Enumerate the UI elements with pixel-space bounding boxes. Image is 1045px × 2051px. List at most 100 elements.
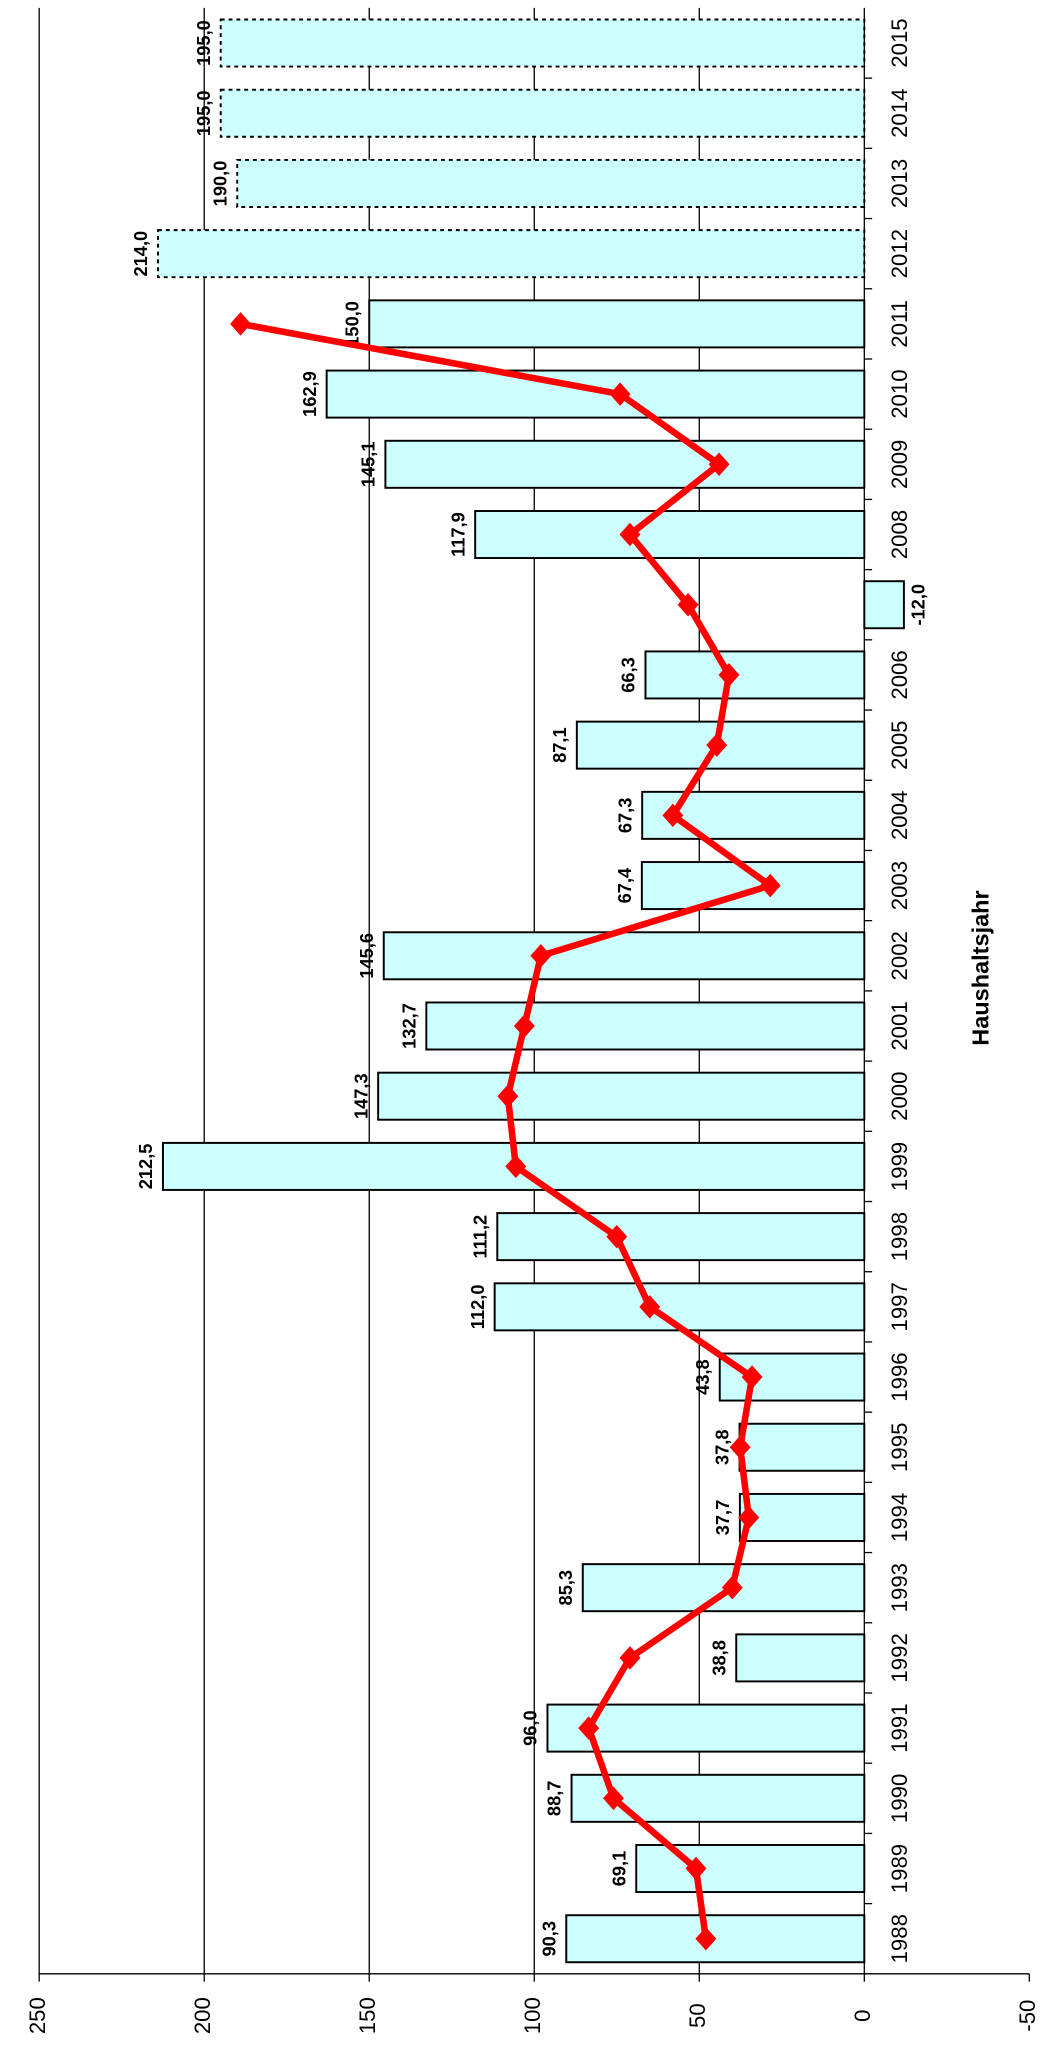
line-marker xyxy=(530,944,552,968)
y-tick-label: 250 xyxy=(25,1997,50,2034)
line xyxy=(239,320,774,1940)
line-marker xyxy=(662,803,684,828)
x-tick-label: 1991 xyxy=(887,1703,912,1752)
y-tick-label: 150 xyxy=(355,1997,380,2034)
bar xyxy=(496,1212,866,1262)
x-tick-label: 1999 xyxy=(887,1142,912,1191)
bar xyxy=(863,580,905,630)
line-marker xyxy=(513,1014,535,1038)
value-label: 37,7 xyxy=(712,1500,733,1536)
x-tick-label: 2014 xyxy=(887,89,912,138)
line-marker xyxy=(497,1084,519,1108)
value-label: 111,2 xyxy=(469,1215,490,1259)
value-label: 132,7 xyxy=(398,1003,419,1049)
x-tick-label: 2002 xyxy=(887,931,912,980)
x-tick-label: 1990 xyxy=(887,1774,912,1823)
x-tick-label: 1998 xyxy=(887,1212,912,1261)
bar xyxy=(368,299,866,349)
line-marker xyxy=(738,1505,760,1530)
y-tick-label: 50 xyxy=(685,2003,710,2028)
x-tick-label: 2008 xyxy=(887,510,912,559)
value-label: 67,3 xyxy=(614,798,635,834)
line-marker xyxy=(606,1224,628,1249)
value-label: 67,4 xyxy=(614,867,635,903)
line-marker xyxy=(505,1154,527,1179)
line-marker xyxy=(741,1365,763,1389)
line-marker xyxy=(603,1786,624,1811)
value-label: 38,8 xyxy=(708,1640,729,1676)
bar xyxy=(493,1282,866,1332)
x-axis-title: Haushaltsjahr xyxy=(968,890,994,1045)
x-tick-label: 2012 xyxy=(887,229,912,278)
bar xyxy=(384,439,866,489)
y-tick-label: -50 xyxy=(1015,2000,1040,2032)
x-tick-label: 1994 xyxy=(887,1493,912,1542)
bar xyxy=(219,18,866,68)
y-tick-label: 200 xyxy=(190,1997,215,2034)
value-label: 87,1 xyxy=(549,727,570,763)
x-tick-label: 1992 xyxy=(887,1633,912,1682)
x-tick-label: 1988 xyxy=(887,1914,912,1963)
bar xyxy=(718,1352,866,1402)
value-label: 212,5 xyxy=(135,1144,156,1190)
value-label: -12,0 xyxy=(907,584,928,626)
x-tick-label: 2003 xyxy=(887,861,912,910)
x-tick-label: 2011 xyxy=(887,300,912,348)
x-tick-label: 2006 xyxy=(887,650,912,699)
y-tick-label: 100 xyxy=(520,1997,545,2034)
x-tick-label: 2004 xyxy=(887,791,912,840)
value-label: 147,3 xyxy=(350,1073,371,1119)
bar xyxy=(735,1633,866,1683)
bar xyxy=(382,931,866,981)
value-label: 195,0 xyxy=(193,20,214,66)
x-tick-label: 1997 xyxy=(887,1282,912,1331)
value-label: 96,0 xyxy=(520,1710,541,1746)
value-label: 85,3 xyxy=(555,1570,576,1606)
bar xyxy=(157,229,866,279)
bar xyxy=(738,1492,866,1542)
value-label: 195,0 xyxy=(193,90,214,136)
value-label: 150,0 xyxy=(341,301,362,347)
line-marker xyxy=(230,312,251,336)
value-label: 69,1 xyxy=(608,1851,629,1887)
line-marker xyxy=(721,1575,743,1600)
value-label: 162,9 xyxy=(299,371,320,417)
line-marker xyxy=(706,733,728,757)
value-label: 190,0 xyxy=(209,161,230,207)
line-marker xyxy=(759,873,781,898)
value-label: 90,3 xyxy=(538,1921,559,1957)
x-tick-label: 2001 xyxy=(887,1001,912,1050)
value-label: 88,7 xyxy=(544,1781,565,1817)
value-label: 214,0 xyxy=(130,231,151,277)
x-tick-label: 2010 xyxy=(887,369,912,418)
x-tick-label: 2005 xyxy=(887,720,912,769)
line-marker xyxy=(639,1295,661,1319)
line-marker xyxy=(729,1435,751,1460)
value-label: 43,8 xyxy=(692,1359,713,1395)
value-label: 112,0 xyxy=(467,1284,488,1329)
x-tick-label: 2013 xyxy=(887,159,912,208)
line-marker xyxy=(685,1856,707,1881)
bar xyxy=(325,369,866,419)
x-tick-label: 2015 xyxy=(887,18,912,67)
bar xyxy=(640,861,866,911)
bar xyxy=(425,1001,866,1051)
bar xyxy=(377,1071,866,1121)
value-label: 145,6 xyxy=(356,933,377,979)
x-tick-label: 2009 xyxy=(887,440,912,489)
x-tick-label: 1996 xyxy=(887,1352,912,1401)
x-tick-label: 1995 xyxy=(887,1423,912,1472)
x-tick-label: 1989 xyxy=(887,1844,912,1893)
bar xyxy=(644,650,866,700)
bar xyxy=(236,158,866,208)
bar xyxy=(635,1844,866,1894)
value-label: 145,1 xyxy=(358,441,379,487)
bar xyxy=(738,1422,866,1472)
value-label: 37,8 xyxy=(712,1429,733,1465)
value-label: 66,3 xyxy=(618,657,639,693)
y-tick-label: 0 xyxy=(850,2009,875,2021)
bar xyxy=(219,88,866,138)
x-tick-label: 2000 xyxy=(887,1072,912,1121)
value-label: 117,9 xyxy=(447,512,468,557)
